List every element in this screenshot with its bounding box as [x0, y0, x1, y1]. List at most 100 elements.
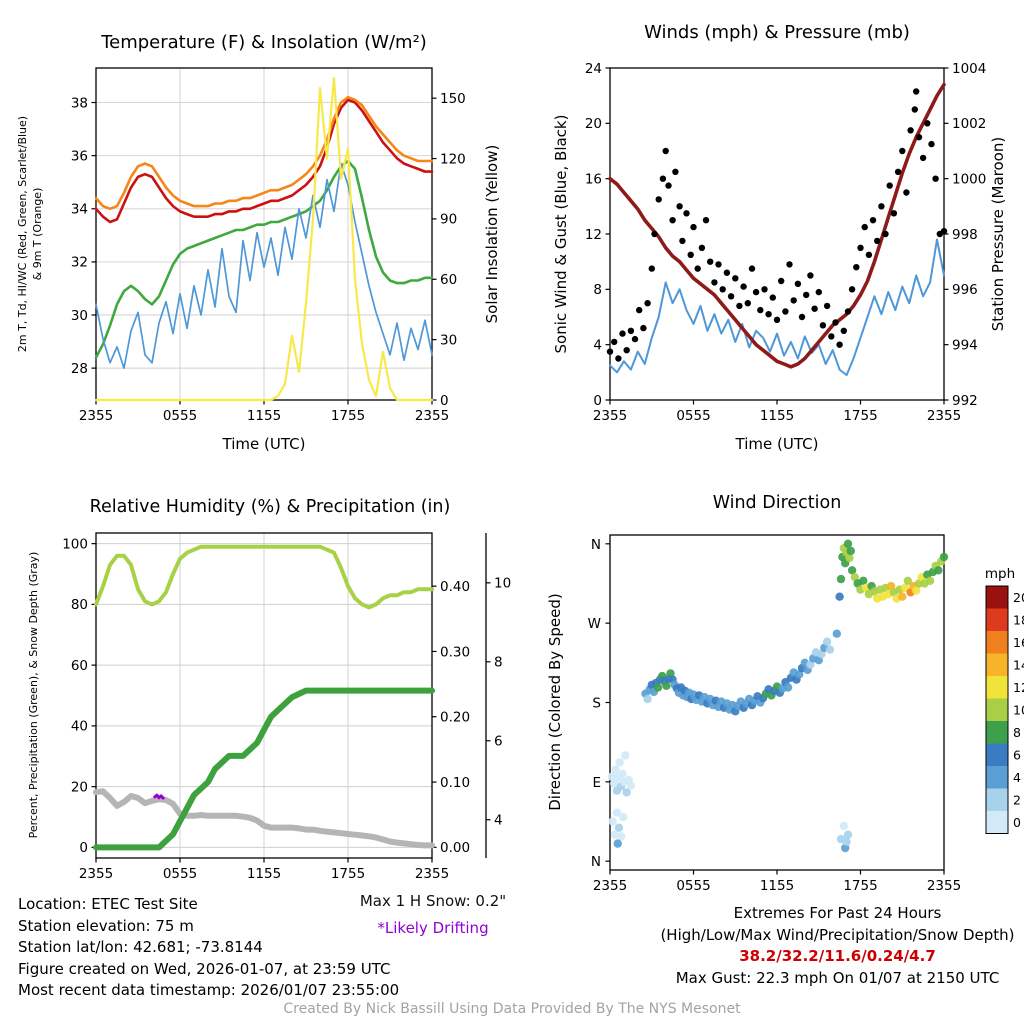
gust-point [940, 228, 948, 235]
y-tick-label: 30 [440, 332, 457, 348]
gust-point [655, 196, 662, 203]
gust-point [836, 341, 843, 348]
wind-direction-point [615, 758, 624, 767]
extremes-subtitle: (High/Low/Max Wind/Precipitation/Snow De… [660, 925, 1015, 944]
colorbar-cell [986, 698, 1008, 721]
y-axis-label-left: Direction (Colored By Speed) [546, 593, 564, 811]
wind-direction-point [859, 576, 868, 585]
y-tick-label: 30 [71, 308, 88, 324]
x-tick-label: 1755 [843, 878, 877, 894]
y-tick-label: 994 [952, 337, 978, 353]
plot-frame [609, 67, 945, 401]
y-tick-label: 20 [585, 116, 602, 132]
y-tick-label: 120 [440, 151, 466, 167]
wind-direction-point [619, 812, 628, 822]
gust-point [711, 279, 718, 286]
y-tick-label: 4 [593, 337, 602, 353]
wind-direction-point [843, 539, 853, 548]
gust-point [631, 335, 639, 343]
gust-point [707, 258, 714, 265]
wind-direction-point [835, 592, 844, 601]
chart-title: Wind Direction [713, 493, 842, 513]
wind-direction-point [847, 566, 857, 575]
wind-direction-point [662, 681, 671, 690]
wind-direction-point [613, 839, 622, 848]
gust-point [644, 300, 651, 307]
gust-point [886, 182, 893, 189]
x-tick-label: 1755 [331, 408, 365, 424]
max-snow-note: Max 1 H Snow: 0.2" [359, 892, 507, 910]
gust-point [773, 316, 781, 323]
x-tick-label: 0555 [676, 408, 710, 424]
gust-point [811, 305, 818, 312]
figure-created: Figure created on Wed, 2026-01-07, at 23… [18, 959, 391, 978]
gust-point [683, 210, 690, 217]
gust-point [915, 134, 923, 141]
series-dewpoint-green [94, 159, 434, 359]
y-axis-label-right: Station Pressure (Maroon) [989, 137, 1007, 331]
extremes-values: 38.2/32.2/11.6/0.24/4.7 [739, 947, 936, 966]
y-tick-label: 0.30 [440, 644, 470, 660]
station-location: Location: ETEC Test Site [18, 895, 198, 913]
wind-direction-point [898, 592, 907, 601]
colorbar-label: 8 [1013, 725, 1021, 740]
x-tick-label: 0555 [163, 408, 197, 424]
wind-direction-point [608, 817, 617, 826]
gust-point [623, 347, 630, 354]
extremes-block: Extremes For Past 24 Hours (High/Low/Max… [655, 903, 1020, 989]
gust-point [911, 106, 918, 113]
wind-direction-point [611, 765, 620, 774]
y-tick-label: 34 [71, 202, 88, 218]
x-tick-label: 2355 [927, 878, 961, 894]
x-tick-label: 2355 [593, 408, 627, 424]
wind-direction-point [842, 837, 851, 846]
wind-direction-point [912, 586, 921, 595]
gust-point [786, 261, 793, 268]
y-tick-label: 1004 [952, 61, 986, 77]
y-axis-label-left: Percent, Precipitation (Green), & Snow D… [27, 552, 40, 839]
wind-direction-point [610, 779, 619, 788]
wind-direction-point [653, 683, 663, 692]
x-axis-label: Time (UTC) [222, 435, 306, 453]
gust-point [627, 327, 635, 334]
gust-point [615, 355, 622, 362]
gust-point [890, 210, 898, 217]
wind-direction-point [832, 629, 841, 638]
wind-direction-point [822, 637, 832, 646]
series-precipitation-green [93, 687, 435, 851]
chart-title: Temperature (F) & Insolation (W/m²) [100, 32, 427, 53]
wind-direction-point [843, 830, 853, 839]
wind-direction-point [846, 546, 855, 556]
y-tick-label: 28 [71, 361, 88, 377]
y-tick-label: 998 [952, 227, 978, 243]
gust-point [882, 230, 889, 238]
gust-point [757, 306, 764, 314]
colorbar-cell [986, 743, 1008, 766]
gust-point [761, 286, 768, 293]
gust-point [857, 244, 864, 251]
credit-line: Created By Nick Bassill Using Data Provi… [283, 1001, 741, 1017]
y-tick-label: 24 [585, 61, 602, 77]
chart-temperature-insolation: 2355 0555 1155 1755 2355 28 30 32 34 36 38 0 30 60 90 1… [16, 32, 501, 453]
gust-point [765, 311, 772, 318]
gust-point [669, 217, 676, 224]
gust-point [687, 251, 694, 258]
extremes-title: Extremes For Past 24 Hours [733, 904, 942, 922]
chart-winds-pressure: 2355 0555 1155 1755 235504812162024992994996… [552, 22, 1007, 453]
y-tick-label: 16 [585, 171, 602, 187]
colorbar-label: 0 [1013, 815, 1021, 830]
y-tick-label: 1000 [952, 171, 986, 187]
data-timestamp: Most recent data timestamp: 2026/01/07 2… [18, 981, 400, 1000]
wind-direction-point [626, 781, 636, 790]
gust-point [899, 147, 906, 155]
x-tick-label: 1155 [760, 408, 794, 424]
y-axis-label-left: 2m T, Td, HI/WC (Red, Green, Scarlet/Blu… [16, 116, 29, 352]
y-tick-label: N [591, 854, 601, 870]
y-tick-label: W [588, 616, 601, 632]
gust-point [748, 265, 756, 272]
wind-direction-point [621, 751, 630, 760]
gust-point [619, 330, 626, 337]
gust-point [736, 302, 743, 310]
